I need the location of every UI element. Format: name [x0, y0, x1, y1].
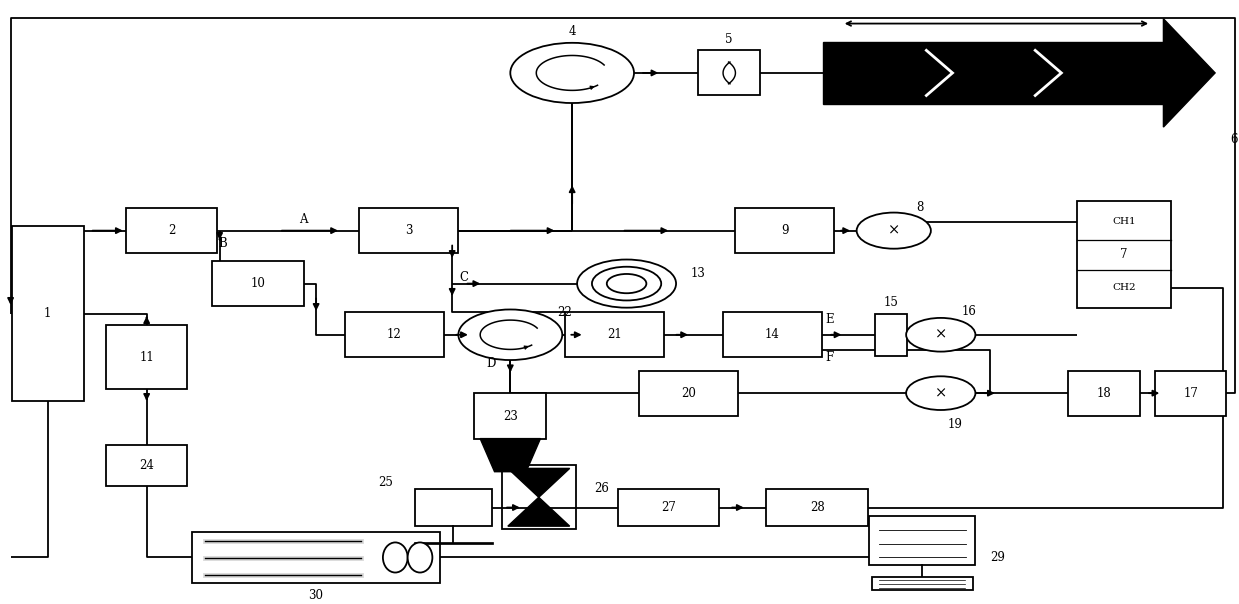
Text: 22: 22	[558, 306, 572, 318]
Text: C: C	[460, 271, 468, 284]
Text: 19: 19	[948, 419, 963, 431]
FancyBboxPatch shape	[699, 50, 761, 95]
FancyBboxPatch shape	[872, 577, 973, 590]
Text: 10: 10	[250, 277, 265, 290]
Text: ×: ×	[934, 328, 947, 342]
FancyBboxPatch shape	[105, 326, 187, 388]
Text: ×: ×	[934, 386, 947, 400]
Text: 28: 28	[810, 501, 824, 514]
Text: 12: 12	[387, 328, 401, 341]
FancyBboxPatch shape	[736, 208, 834, 253]
Text: 15: 15	[883, 297, 898, 309]
Text: 26: 26	[595, 482, 610, 495]
FancyBboxPatch shape	[359, 208, 458, 253]
Ellipse shape	[408, 542, 432, 573]
Text: 11: 11	[139, 350, 154, 364]
FancyBboxPatch shape	[1077, 201, 1171, 308]
FancyBboxPatch shape	[475, 393, 546, 439]
Text: 9: 9	[781, 224, 789, 237]
Text: 18: 18	[1097, 387, 1111, 400]
Circle shape	[906, 376, 975, 410]
Text: 23: 23	[503, 410, 518, 423]
FancyBboxPatch shape	[1068, 371, 1140, 416]
Text: 3: 3	[405, 224, 413, 237]
Polygon shape	[508, 468, 570, 497]
FancyBboxPatch shape	[212, 261, 304, 306]
Polygon shape	[823, 42, 1163, 104]
Circle shape	[856, 213, 930, 249]
Text: 29: 29	[990, 551, 1005, 564]
FancyBboxPatch shape	[565, 312, 664, 358]
FancyBboxPatch shape	[869, 516, 975, 565]
Text: 2: 2	[167, 224, 175, 237]
Text: ×: ×	[887, 223, 900, 237]
Text: CH1: CH1	[1113, 217, 1136, 226]
Text: F: F	[825, 350, 834, 364]
FancyBboxPatch shape	[125, 208, 217, 253]
Text: 14: 14	[766, 328, 781, 341]
Text: 24: 24	[139, 459, 154, 472]
Text: 30: 30	[309, 588, 323, 602]
Polygon shape	[508, 497, 570, 526]
FancyBboxPatch shape	[344, 312, 444, 358]
Circle shape	[458, 309, 563, 360]
FancyBboxPatch shape	[105, 445, 187, 486]
Text: 6: 6	[1230, 133, 1238, 146]
Text: 7: 7	[1120, 248, 1127, 261]
Circle shape	[906, 318, 975, 352]
Text: A: A	[300, 213, 309, 226]
Text: 27: 27	[662, 501, 676, 514]
FancyBboxPatch shape	[618, 489, 720, 526]
FancyBboxPatch shape	[1155, 371, 1227, 416]
FancyBboxPatch shape	[192, 532, 440, 583]
Text: 16: 16	[961, 304, 976, 318]
Polygon shape	[1163, 19, 1215, 127]
Text: 17: 17	[1183, 387, 1198, 400]
FancyBboxPatch shape	[875, 313, 907, 356]
Text: 1: 1	[45, 307, 51, 320]
FancyBboxPatch shape	[767, 489, 867, 526]
Text: 8: 8	[916, 201, 923, 214]
Text: E: E	[825, 313, 834, 326]
Text: CH2: CH2	[1113, 283, 1136, 292]
Text: D: D	[486, 356, 496, 370]
Text: 25: 25	[378, 477, 393, 489]
FancyBboxPatch shape	[724, 312, 821, 358]
Text: 4: 4	[569, 25, 576, 39]
Ellipse shape	[383, 542, 408, 573]
Text: 13: 13	[691, 268, 706, 280]
FancyBboxPatch shape	[639, 371, 738, 416]
FancyBboxPatch shape	[415, 489, 492, 526]
Circle shape	[510, 43, 634, 103]
Text: 5: 5	[726, 33, 733, 46]
Text: 21: 21	[607, 328, 622, 341]
Text: B: B	[218, 237, 227, 251]
Polygon shape	[481, 439, 540, 472]
Text: 20: 20	[681, 387, 696, 400]
FancyBboxPatch shape	[12, 226, 83, 401]
